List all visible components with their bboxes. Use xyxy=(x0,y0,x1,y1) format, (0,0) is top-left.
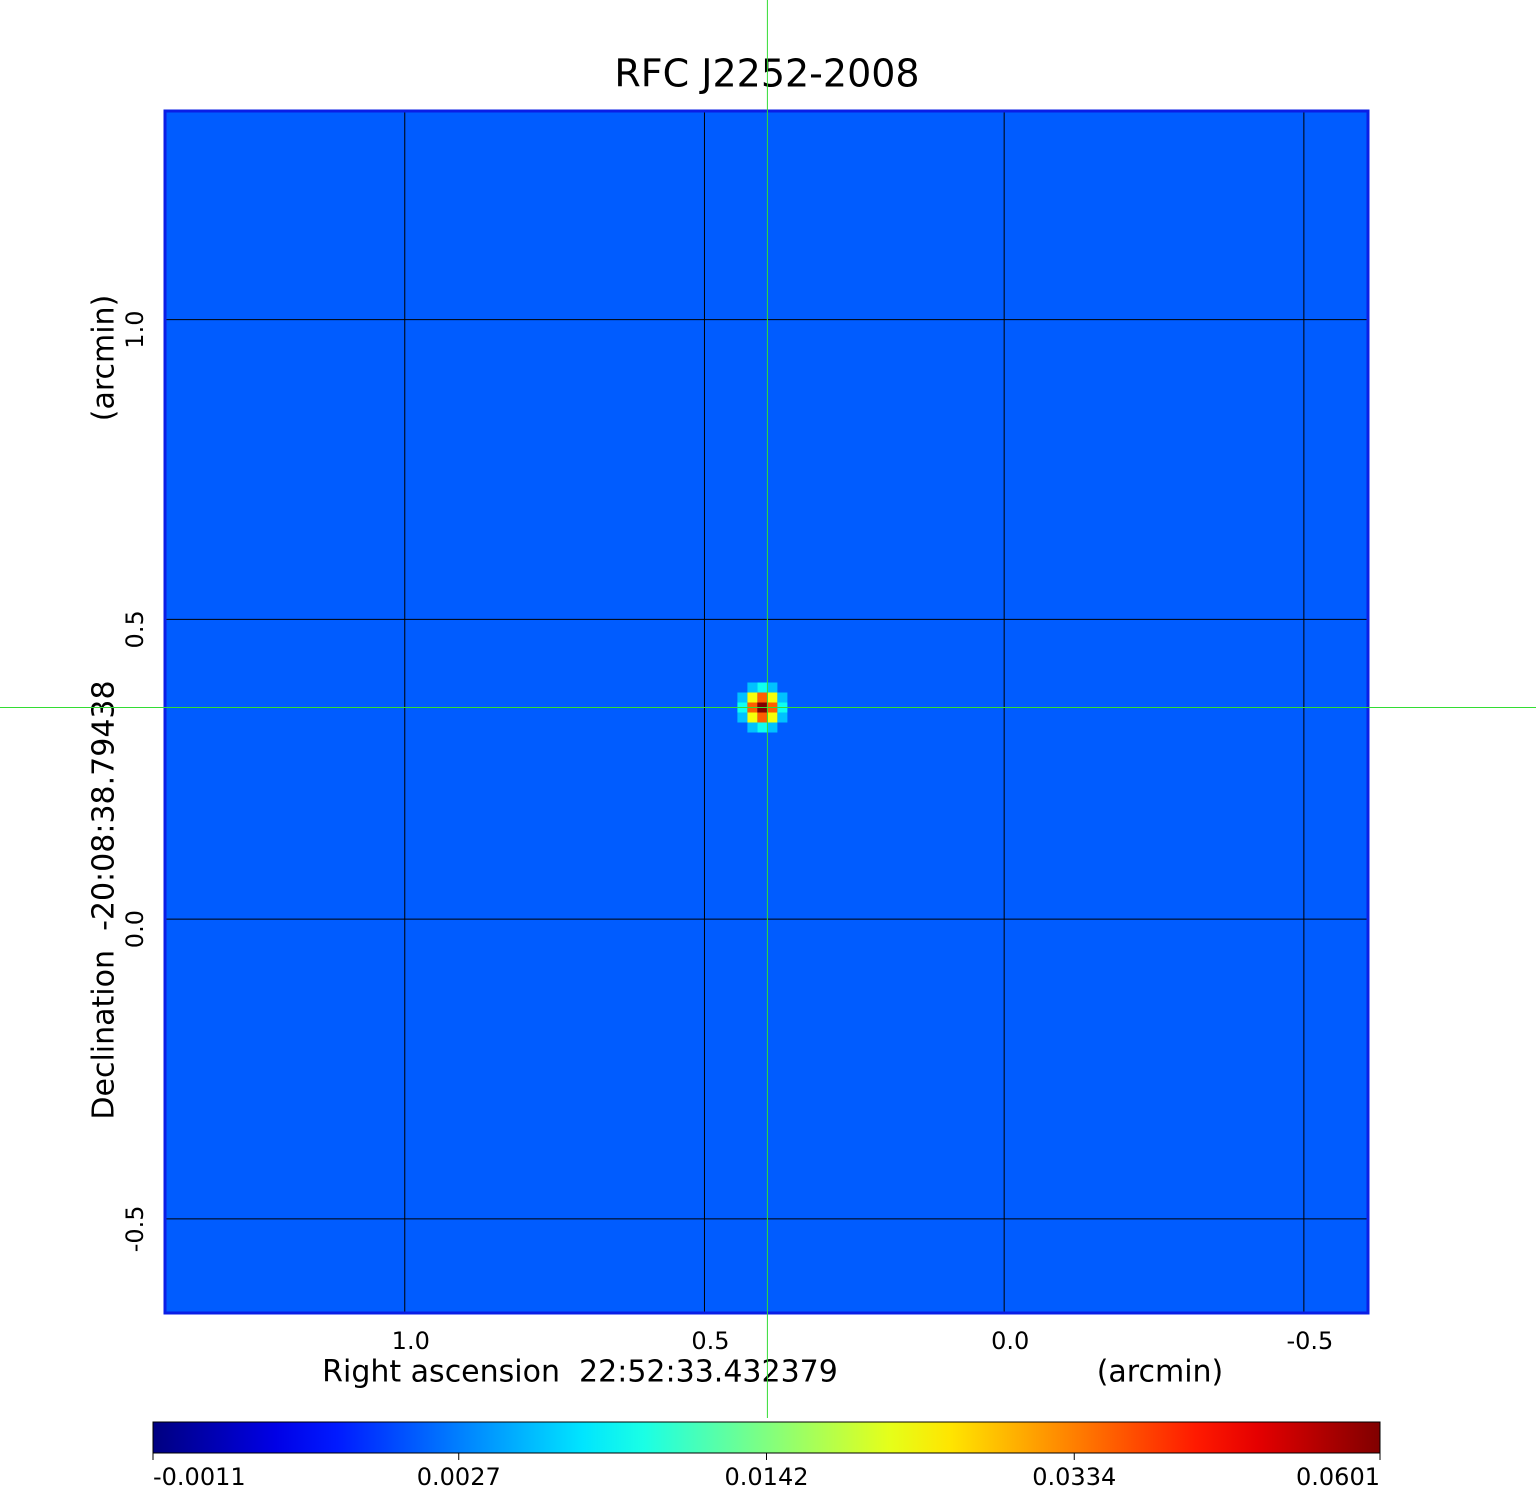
x-tick-label: 1.0 xyxy=(392,1327,430,1355)
x-tick-label: 0.0 xyxy=(991,1327,1029,1355)
y-tick-label: 1.0 xyxy=(121,311,149,349)
y-tick-label: 0.5 xyxy=(121,610,149,648)
psf-cell xyxy=(747,722,758,733)
x-tick-label: -0.5 xyxy=(1286,1327,1333,1355)
colorbar-tick-label: -0.0011 xyxy=(153,1463,246,1491)
psf-cell xyxy=(757,682,768,693)
psf-cell xyxy=(757,722,768,733)
x-axis-label: Right ascension 22:52:33.432379 xyxy=(322,1355,838,1390)
x-tick-label: 0.5 xyxy=(691,1327,729,1355)
psf-cell xyxy=(747,682,758,693)
y-axis-label: Declination -20:08:38.79438 xyxy=(87,680,122,1119)
psf-cell xyxy=(747,692,758,703)
y-tick-label: 0.0 xyxy=(121,910,149,948)
colorbar-tick-label: 0.0601 xyxy=(1296,1463,1380,1491)
psf-cell xyxy=(767,692,778,703)
y-tick-label: -0.5 xyxy=(121,1205,149,1252)
psf-cell xyxy=(777,712,788,723)
colorbar-tick-label: 0.0142 xyxy=(725,1463,809,1491)
colorbar-tick-label: 0.0334 xyxy=(1032,1463,1116,1491)
psf-cell xyxy=(767,712,778,723)
colorbar-tick-label: 0.0027 xyxy=(417,1463,501,1491)
x-axis-unit: (arcmin) xyxy=(1097,1355,1224,1390)
colorbar xyxy=(152,1421,1381,1454)
psf-cell xyxy=(737,712,748,723)
y-axis-unit: (arcmin) xyxy=(87,295,122,422)
plot-frame xyxy=(163,109,1370,1315)
psf-cell xyxy=(757,712,768,723)
psf-cell xyxy=(747,712,758,723)
psf-cell xyxy=(737,692,748,703)
psf-cell xyxy=(767,722,778,733)
psf-cell xyxy=(757,692,768,703)
psf-cell xyxy=(777,692,788,703)
psf-cell xyxy=(767,682,778,693)
